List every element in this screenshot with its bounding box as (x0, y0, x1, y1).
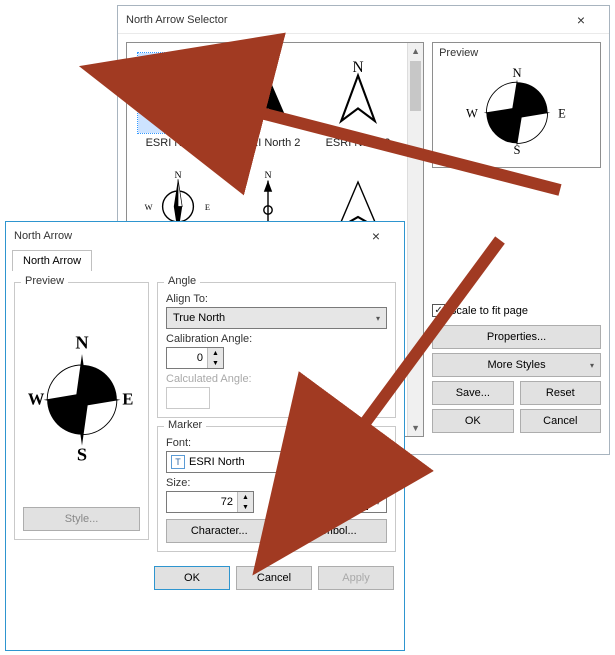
font-value: ESRI North (189, 456, 245, 468)
calibration-label: Calibration Angle: (166, 333, 387, 345)
preview-group: Preview N S W E (14, 282, 149, 540)
style-button[interactable]: Style... (23, 507, 140, 531)
align-to-combo[interactable]: True North ▾ (166, 307, 387, 329)
preview-compass-icon: N S W E (462, 66, 572, 156)
calculated-label: Calculated Angle: (166, 373, 387, 385)
size-spinner[interactable]: ▲ ▼ (166, 491, 254, 513)
chevron-down-icon: ▾ (378, 458, 382, 467)
marker-group: Marker Font: T ESRI North ▾ Size: ▲ ▼ (157, 426, 396, 552)
size-input[interactable] (167, 492, 237, 512)
north-star-icon: N S W E (143, 58, 213, 128)
svg-text:W: W (144, 92, 154, 103)
gallery-caption: ESRI North 1 (135, 137, 221, 149)
gallery-scrollbar[interactable]: ▲ ▼ (407, 43, 423, 436)
svg-text:N: N (173, 58, 182, 71)
props-title: North Arrow (14, 230, 356, 242)
color-swatch (287, 494, 368, 510)
svg-text:N: N (75, 333, 88, 353)
spin-down-icon[interactable]: ▼ (238, 502, 253, 512)
align-to-label: Align To: (166, 293, 387, 305)
chevron-down-icon: ▾ (590, 361, 594, 370)
gallery-item-esri-north-2[interactable]: N ESRI North 2 (223, 49, 313, 159)
spin-down-icon[interactable]: ▼ (208, 358, 223, 368)
preview-compass-icon: N S W E (27, 333, 137, 463)
ok-button[interactable]: OK (432, 409, 513, 433)
properties-button[interactable]: Properties... (432, 325, 601, 349)
color-label: Color: (284, 477, 388, 489)
reset-button[interactable]: Reset (520, 381, 601, 405)
truetype-icon: T (171, 455, 185, 469)
gallery-caption: ESRI North 3 (315, 137, 401, 149)
spin-up-icon[interactable]: ▲ (238, 492, 253, 502)
font-label: Font: (166, 437, 387, 449)
chevron-down-icon: ▾ (376, 314, 380, 323)
chevron-down-icon: ▾ (372, 498, 384, 507)
preview-legend: Preview (21, 275, 68, 287)
gallery-item-esri-north-3[interactable]: N ESRI North 3 (313, 49, 403, 159)
character-button[interactable]: Character... (166, 519, 273, 543)
north-arrow-properties-window: North Arrow × North Arrow Preview N S W … (5, 221, 405, 651)
preview-label: Preview (439, 47, 594, 59)
selector-title: North Arrow Selector (126, 14, 561, 26)
angle-group: Angle Align To: True North ▾ Calibration… (157, 282, 396, 418)
cancel-button[interactable]: Cancel (236, 566, 312, 590)
calibration-input[interactable] (167, 348, 207, 368)
close-icon[interactable]: × (561, 6, 601, 34)
calculated-input (166, 387, 210, 409)
svg-text:W: W (145, 203, 153, 212)
tabstrip: North Arrow (6, 250, 404, 274)
angle-legend: Angle (164, 275, 200, 287)
north-solid-icon: N (233, 58, 303, 128)
more-styles-button[interactable]: More Styles▾ (432, 353, 601, 377)
gallery-item-esri-north-1[interactable]: N S W E ESRI North 1 (133, 49, 223, 159)
svg-text:S: S (76, 444, 86, 463)
size-label: Size: (166, 477, 270, 489)
svg-text:N: N (262, 59, 273, 76)
scroll-up-icon[interactable]: ▲ (408, 43, 423, 59)
close-icon[interactable]: × (356, 222, 396, 250)
scroll-down-icon[interactable]: ▼ (408, 420, 423, 436)
spin-up-icon[interactable]: ▲ (208, 348, 223, 358)
align-to-value: True North (173, 312, 225, 324)
cancel-button[interactable]: Cancel (520, 409, 601, 433)
font-combo[interactable]: T ESRI North ▾ (166, 451, 387, 473)
tab-north-arrow[interactable]: North Arrow (12, 250, 92, 271)
svg-text:N: N (264, 170, 271, 181)
color-combo[interactable]: ▾ (284, 491, 388, 513)
svg-text:E: E (122, 389, 133, 408)
check-icon: ✓ (432, 304, 445, 317)
north-outline-icon: N (323, 58, 393, 128)
svg-text:E: E (204, 92, 210, 103)
svg-text:N: N (512, 66, 521, 80)
svg-text:N: N (174, 170, 181, 181)
scale-label: Scale to fit page (449, 305, 528, 317)
svg-text:E: E (205, 203, 210, 212)
marker-legend: Marker (164, 419, 206, 431)
ok-button[interactable]: OK (154, 566, 230, 590)
scroll-thumb[interactable] (410, 61, 421, 111)
scale-to-fit-checkbox[interactable]: ✓ Scale to fit page (432, 304, 601, 317)
svg-text:W: W (466, 106, 478, 120)
svg-text:E: E (558, 106, 566, 120)
symbol-button[interactable]: Symbol... (281, 519, 388, 543)
gallery-caption: ESRI North 2 (225, 137, 311, 149)
apply-button[interactable]: Apply (318, 566, 394, 590)
calibration-spinner[interactable]: ▲ ▼ (166, 347, 224, 369)
props-titlebar[interactable]: North Arrow × (6, 222, 404, 250)
selector-titlebar[interactable]: North Arrow Selector × (118, 6, 609, 34)
preview-panel: Preview N S W E (432, 42, 601, 168)
svg-text:S: S (175, 118, 180, 128)
save-button[interactable]: Save... (432, 381, 513, 405)
dialog-footer: OK Cancel Apply (6, 560, 404, 600)
svg-text:W: W (27, 389, 44, 408)
